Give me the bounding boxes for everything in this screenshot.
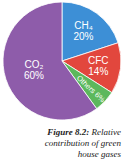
chart-root: CH₄20% CFC14%Others 6% CO₂60% Figure 8.2: R… [0,0,125,161]
category-label: CFC [88,55,109,66]
slice-labels: CH₄20% CFC14%Others 6% CO₂60% [24,20,109,104]
title-word: gases [99,149,122,159]
slice-label: Others 6% [75,73,107,104]
pie-slice [3,2,97,120]
title-word: Relative [89,127,121,137]
title-word: contribution [45,138,90,148]
title-word: house [78,149,99,159]
value-label: 14% [88,66,108,77]
title-word: Figure [46,127,73,137]
category-label: CO₂ [24,59,43,70]
title-line: contribution of green [45,138,122,148]
category-label: CH₄ [74,20,93,31]
title-line: Figure 8.2: Relative [46,127,121,137]
value-label: 20% [73,31,93,42]
title-line: house gases [78,149,122,159]
slices [3,2,121,120]
value-label: 6% [93,90,107,104]
caption: Figure 8.2: Relativecontribution of gree… [45,127,122,159]
title-word: 8.2: [73,127,90,137]
value-label: 60% [24,70,44,81]
title-word: green [99,138,122,148]
